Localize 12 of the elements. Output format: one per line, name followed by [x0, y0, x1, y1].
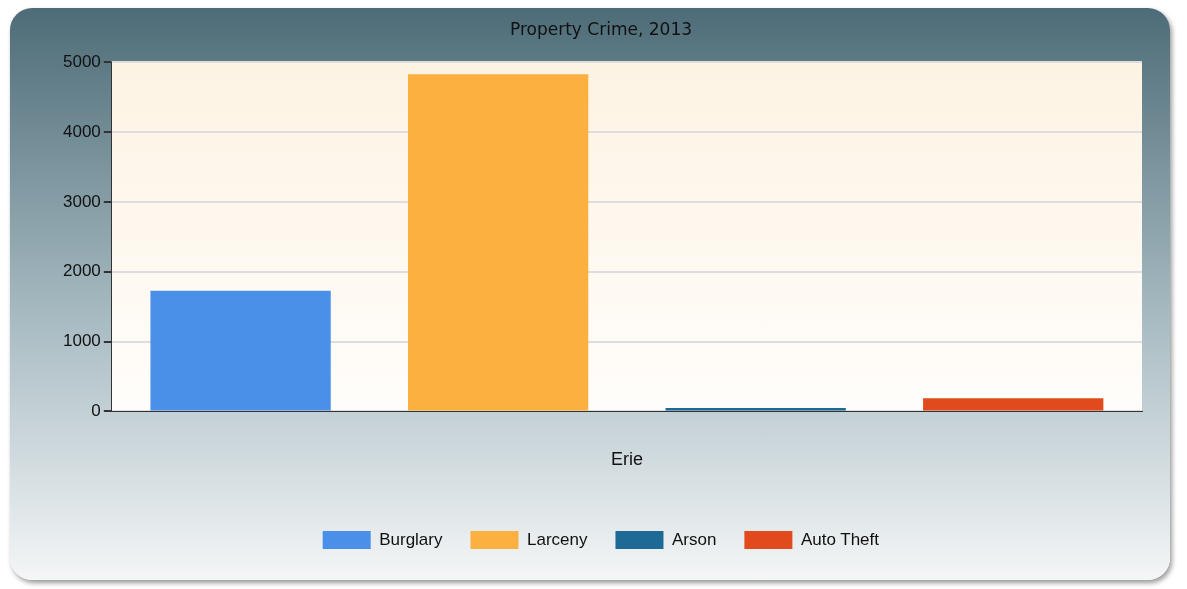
legend-label: Larceny	[526, 529, 588, 549]
x-tick-label: Erie	[610, 449, 643, 470]
y-tick-label: 5000	[62, 52, 101, 72]
legend-label: Burglary	[379, 529, 443, 549]
chart-title: Property Crime, 2013	[509, 18, 693, 39]
legend-label: Auto Theft	[800, 529, 880, 549]
y-tick-label: 4000	[62, 121, 101, 141]
y-tick-label: 0	[91, 401, 101, 421]
legend-label: Arson	[671, 529, 717, 549]
y-tick-label: 1000	[62, 331, 101, 351]
y-tick-label: 3000	[62, 191, 101, 211]
y-tick-label: 2000	[62, 261, 101, 281]
